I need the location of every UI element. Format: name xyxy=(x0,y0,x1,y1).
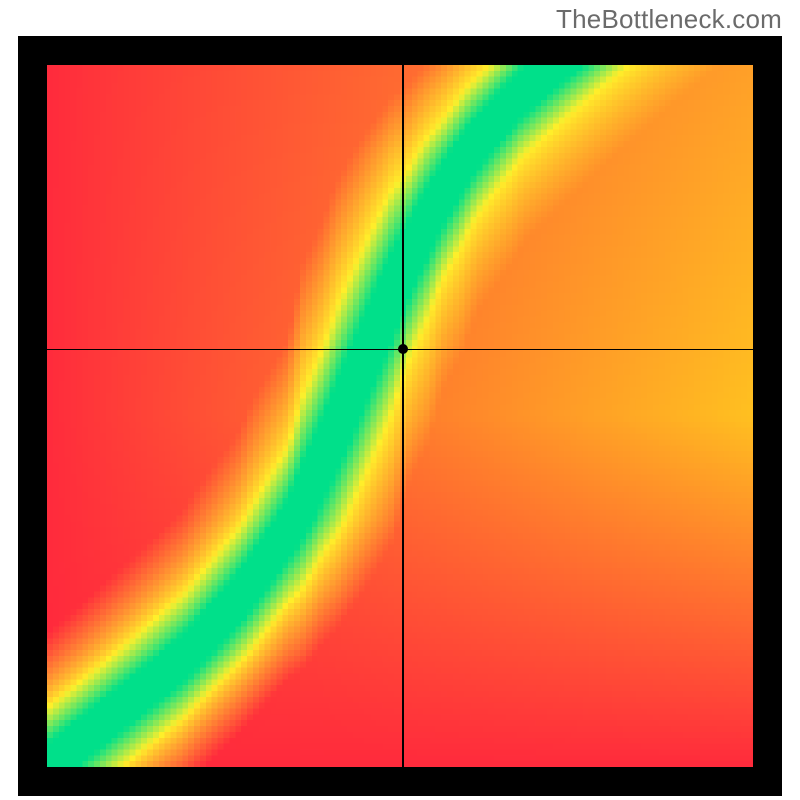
page-root: TheBottleneck.com xyxy=(0,0,800,800)
crosshair-marker xyxy=(398,344,408,354)
curve-canvas xyxy=(47,65,753,767)
crosshair-vertical xyxy=(402,65,404,767)
watermark-text: TheBottleneck.com xyxy=(556,4,782,35)
